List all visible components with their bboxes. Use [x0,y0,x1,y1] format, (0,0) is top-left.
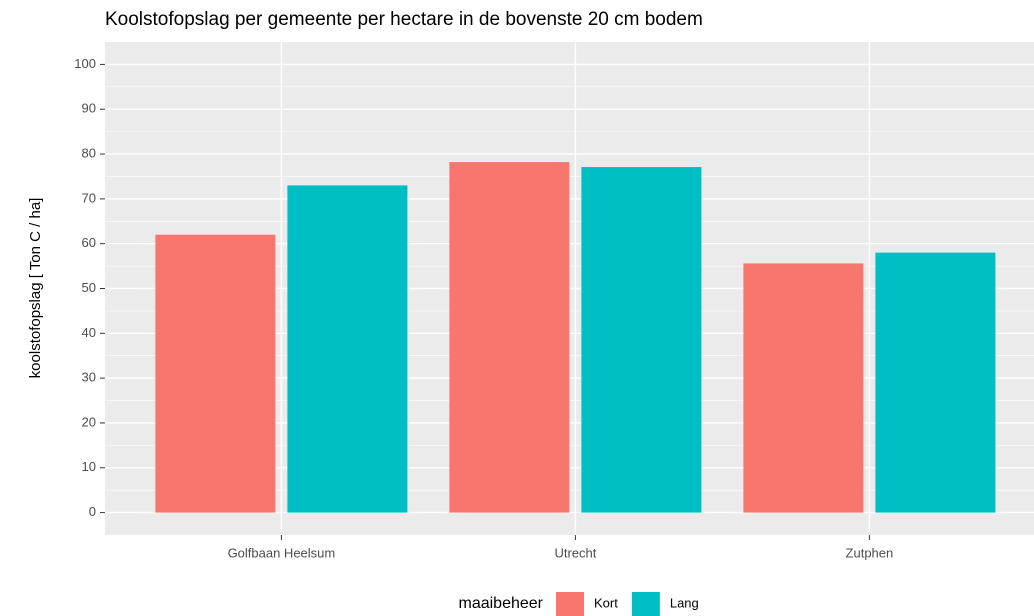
y-tick-label: 80 [82,145,96,160]
y-axis-label: koolstofopslag [ Ton C / ha] [27,198,44,379]
y-tick-label: 20 [82,414,96,429]
y-tick-label: 0 [89,504,96,519]
legend-label: Kort [594,595,618,610]
legend-title: maaibeheer [459,595,544,612]
y-tick-label: 30 [82,370,96,385]
y-tick-label: 10 [82,459,96,474]
y-tick-label: 50 [82,280,96,295]
y-tick-label: 70 [82,190,96,205]
bar [287,185,408,513]
legend-key [556,592,584,616]
bar [155,234,276,513]
y-tick-label: 60 [82,235,96,250]
legend-label: Lang [670,595,699,610]
y-tick-label: 40 [82,325,96,340]
chart-title: Koolstofopslag per gemeente per hectare … [105,9,703,30]
y-tick-label: 100 [74,56,96,71]
bar [449,162,570,513]
x-tick-label: Golfbaan Heelsum [228,545,336,560]
bar [875,252,996,513]
bar [581,167,702,513]
x-tick-label: Zutphen [846,545,894,560]
bar [743,263,864,513]
legend-key [631,592,660,616]
x-tick-label: Utrecht [554,545,596,560]
y-tick-label: 90 [82,101,96,116]
